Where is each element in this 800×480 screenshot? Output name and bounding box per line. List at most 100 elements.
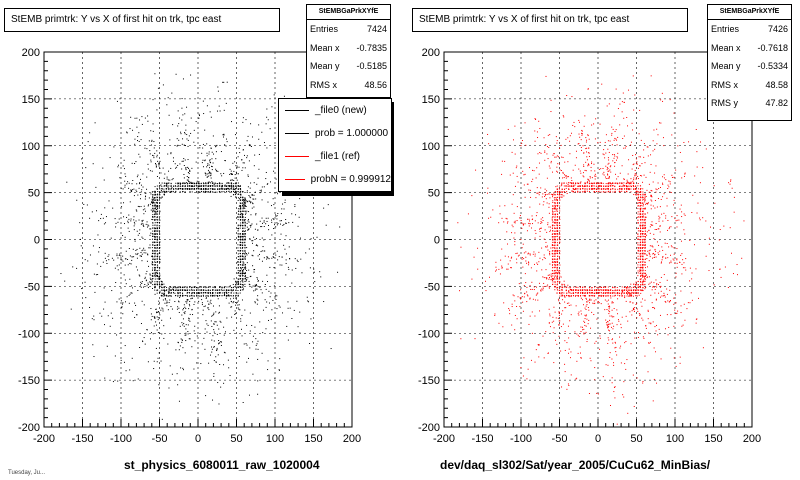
halo-point (232, 302, 234, 304)
ring-point (637, 230, 639, 232)
halo-point (154, 73, 156, 75)
halo-point (155, 321, 157, 323)
halo-point (196, 180, 198, 182)
halo-point (245, 201, 247, 203)
ring-point (244, 235, 246, 237)
ring-point (244, 258, 246, 260)
halo-point (285, 253, 287, 255)
halo-point (240, 206, 242, 208)
ring-point (554, 202, 556, 204)
halo-point (187, 171, 189, 173)
halo-point (166, 178, 168, 180)
halo-point (273, 267, 275, 269)
halo-point (151, 170, 153, 172)
halo-point (263, 142, 265, 144)
ring-point (205, 188, 207, 190)
ring-point (577, 188, 579, 190)
ring-point (644, 258, 646, 260)
halo-point (133, 256, 135, 258)
halo-point (251, 136, 253, 138)
ring-point (635, 286, 637, 288)
ring-point (639, 287, 641, 289)
halo-point (233, 301, 235, 303)
ring-point (214, 289, 216, 291)
halo-point (274, 295, 276, 297)
halo-point (152, 287, 154, 289)
ring-point (639, 264, 641, 266)
ring-point (223, 292, 225, 294)
ring-point (152, 211, 154, 213)
halo-point (272, 256, 274, 258)
ring-point (580, 292, 582, 294)
ring-point (163, 292, 165, 294)
halo-point (152, 130, 154, 132)
halo-point (279, 220, 281, 222)
halo-point (216, 170, 218, 172)
ring-point (554, 281, 556, 283)
ring-point (556, 242, 558, 244)
halo-point (143, 247, 145, 249)
halo-point (299, 332, 301, 334)
ring-point (182, 191, 184, 193)
halo-point (285, 274, 287, 276)
halo-point (273, 170, 275, 172)
halo-point (226, 141, 228, 143)
ring-point (642, 230, 644, 232)
ring-point (552, 239, 554, 241)
outer-point (147, 361, 149, 363)
ring-point (623, 182, 625, 184)
halo-point (142, 225, 144, 227)
halo-point (280, 220, 282, 222)
halo-point (246, 140, 248, 142)
halo-point (251, 286, 253, 288)
ring-point (221, 289, 223, 291)
halo-point (241, 215, 243, 217)
halo-point (213, 345, 215, 347)
halo-point (243, 162, 245, 164)
ring-point (159, 247, 161, 249)
halo-point (141, 236, 143, 238)
outer-point (278, 305, 280, 307)
halo-point (170, 153, 172, 155)
ring-point (209, 190, 211, 192)
halo-point (136, 210, 138, 212)
ring-point (557, 196, 559, 198)
ring-point (156, 188, 158, 190)
ring-point (152, 241, 154, 243)
ring-point (154, 245, 156, 247)
halo-point (277, 213, 279, 215)
halo-point (145, 192, 147, 194)
ring-point (156, 244, 158, 246)
halo-point (218, 340, 220, 342)
halo-point (319, 271, 321, 273)
halo-point (135, 266, 137, 268)
ring-point (161, 191, 163, 193)
halo-point (149, 338, 151, 340)
ring-point (187, 185, 189, 187)
halo-point (148, 265, 150, 267)
ring-point (196, 289, 198, 291)
halo-point (263, 221, 265, 223)
halo-point (255, 348, 257, 350)
ring-point (244, 230, 246, 232)
ring-point (151, 256, 153, 258)
ring-point (189, 289, 191, 291)
halo-point (176, 308, 178, 310)
halo-point (183, 307, 185, 309)
halo-point (250, 202, 252, 204)
ring-point (152, 210, 154, 212)
ring-point (168, 292, 170, 294)
halo-point (223, 326, 225, 328)
ring-point (637, 205, 639, 207)
halo-point (246, 157, 248, 159)
scatter-points (457, 75, 745, 425)
ring-point (156, 194, 158, 196)
ring-point (154, 216, 156, 218)
outer-point (182, 78, 184, 80)
ring-point (235, 185, 237, 187)
ring-point (158, 191, 160, 193)
outer-point (223, 133, 225, 135)
halo-point (238, 198, 240, 200)
ring-point (554, 222, 556, 224)
halo-point (279, 306, 281, 308)
